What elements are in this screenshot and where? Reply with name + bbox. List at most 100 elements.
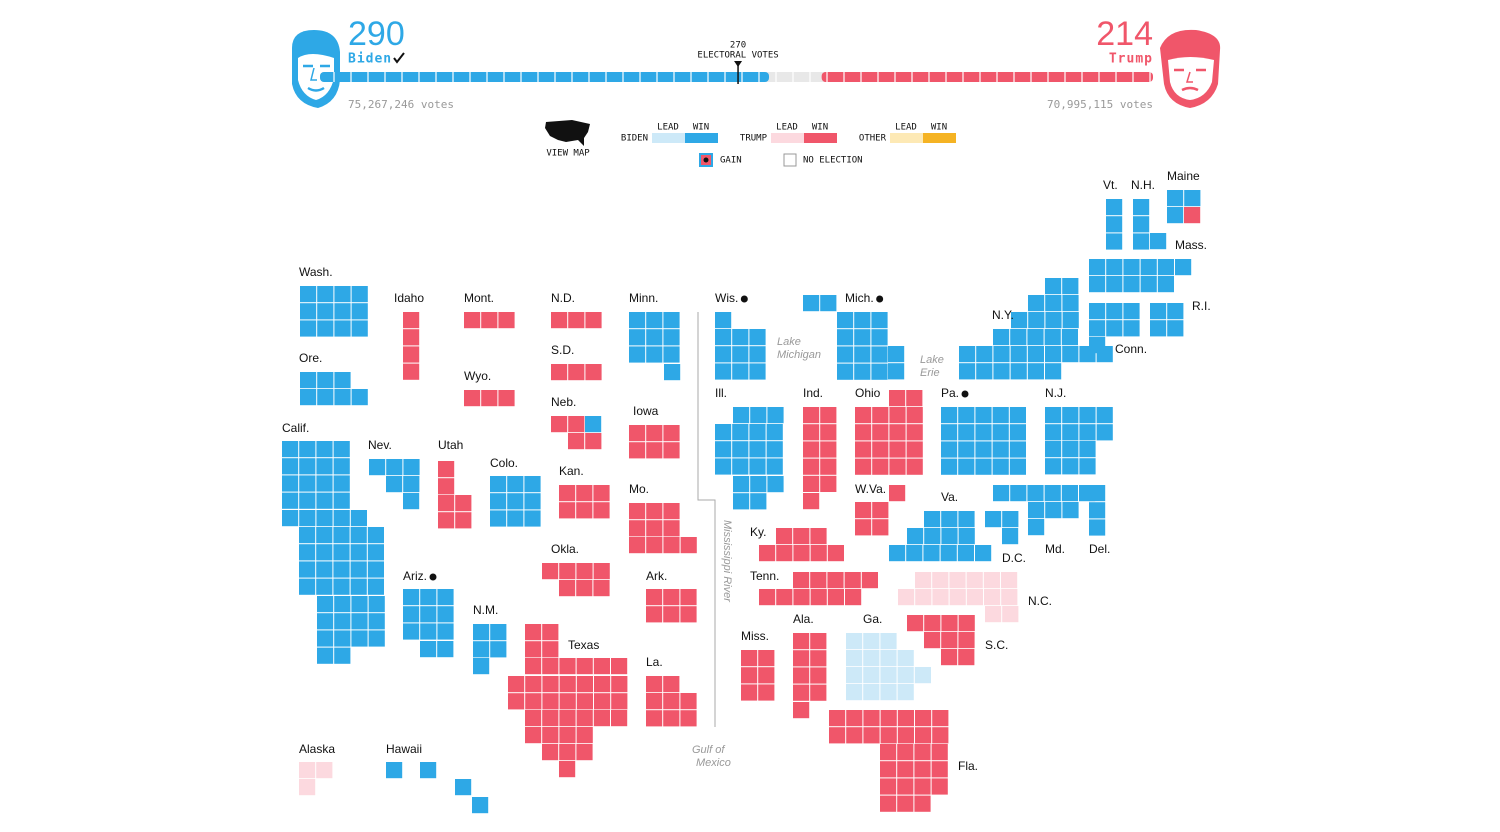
state[interactable]: Ind. (803, 386, 837, 510)
state[interactable]: W.Va. (855, 482, 906, 536)
state[interactable]: La. (646, 655, 697, 727)
vote-tile (1028, 502, 1045, 519)
vote-tile (732, 329, 749, 346)
state[interactable]: N.H. (1131, 178, 1167, 250)
state[interactable]: Kan. (559, 464, 610, 519)
vote-tile (576, 502, 593, 519)
vote-tile (1027, 346, 1044, 363)
state[interactable]: Minn. (629, 291, 681, 381)
state[interactable]: Ariz. (403, 569, 454, 658)
vote-tile (880, 667, 897, 684)
threshold-value: 270 (730, 41, 746, 51)
state[interactable]: Ala. (793, 612, 827, 719)
state[interactable]: Alaska (299, 742, 335, 796)
state[interactable]: Wash. (299, 265, 368, 337)
state[interactable]: N.J. (1045, 386, 1113, 475)
vote-tile (861, 572, 878, 589)
vote-tile (993, 363, 1010, 380)
vote-tile (333, 492, 350, 509)
state[interactable]: Miss. (741, 629, 775, 701)
vote-tile (300, 286, 317, 303)
vote-tile (524, 476, 541, 493)
state[interactable]: R.I. (1150, 299, 1211, 337)
vote-tile (333, 544, 350, 561)
vote-tile (1011, 312, 1028, 329)
state-label: Utah (438, 438, 463, 452)
state[interactable]: Iowa (629, 404, 680, 459)
vote-tile (741, 684, 758, 701)
state[interactable]: Calif. (282, 421, 385, 664)
state[interactable]: N.M. (473, 603, 507, 675)
state[interactable]: Neb. (551, 395, 602, 450)
vote-tile (741, 650, 758, 667)
state[interactable]: N.Y. (959, 278, 1113, 380)
vote-tile (803, 475, 820, 492)
state[interactable]: Hawaii (386, 742, 489, 814)
state[interactable]: Idaho (394, 291, 424, 380)
vote-tile (299, 510, 316, 527)
vote-tile (403, 346, 420, 363)
state[interactable]: Va. (889, 490, 992, 562)
state-label: Vt. (1103, 178, 1118, 192)
vote-tile (680, 606, 697, 623)
state[interactable]: Conn. (1089, 303, 1147, 356)
state[interactable]: Ark. (646, 569, 697, 623)
state[interactable]: Mo. (629, 482, 697, 554)
vote-tile (924, 511, 941, 528)
state[interactable]: Colo. (490, 456, 541, 527)
state[interactable]: N.C. (898, 572, 1052, 623)
vote-tile (299, 527, 316, 544)
vote-tile (837, 312, 854, 329)
vote-tile (1045, 441, 1062, 458)
state[interactable]: Maine (1167, 169, 1201, 224)
vote-tile (299, 578, 316, 595)
vote-tile (1062, 407, 1079, 424)
state[interactable]: Mich. (803, 291, 905, 380)
state-label: La. (646, 655, 663, 669)
map-annotation: Michigan (777, 349, 821, 361)
state[interactable]: Wis. (715, 291, 766, 380)
vote-tile (525, 624, 542, 641)
vote-tile (333, 561, 350, 578)
state[interactable]: Del. (1089, 485, 1110, 556)
bar-segment (821, 72, 1153, 82)
state[interactable]: S.C. (907, 615, 1008, 666)
vote-tile (403, 589, 420, 606)
vote-tile (317, 630, 334, 647)
vote-tile (845, 589, 862, 606)
state[interactable]: S.D. (551, 343, 602, 381)
state[interactable]: Pa. (941, 386, 1026, 475)
vote-tile (1062, 346, 1079, 363)
state[interactable]: Vt. (1103, 178, 1123, 250)
map-annotation: Lake (920, 354, 944, 366)
state[interactable]: Mont. (464, 291, 515, 329)
vote-tile (1123, 259, 1140, 276)
vote-tile (542, 676, 559, 693)
state[interactable]: Ill. (715, 386, 784, 510)
vote-tile (629, 442, 646, 459)
vote-tile (316, 441, 333, 458)
state[interactable]: Ky. (750, 525, 844, 562)
vote-tile (350, 510, 367, 527)
vote-tile (993, 485, 1010, 502)
state[interactable]: Ohio (855, 386, 923, 475)
state[interactable]: Okla. (542, 542, 610, 597)
vote-tile (585, 416, 602, 433)
state[interactable]: Ga. (846, 612, 931, 701)
vote-tile (897, 710, 914, 727)
vote-tile (810, 684, 827, 701)
state[interactable]: N.D. (551, 291, 602, 329)
state[interactable]: Wyo. (464, 369, 515, 407)
state[interactable]: Mass. (1089, 238, 1207, 293)
state[interactable]: Fla. (829, 710, 978, 812)
state[interactable]: Tenn. (750, 569, 878, 606)
state[interactable]: D.C. (985, 511, 1026, 565)
vote-tile (524, 493, 541, 510)
state[interactable]: Texas (508, 624, 628, 778)
state[interactable]: Nev. (368, 438, 420, 510)
state[interactable]: Utah (438, 438, 472, 529)
vote-tile (367, 544, 384, 561)
state[interactable]: Ore. (299, 351, 368, 406)
view-map-icon[interactable] (545, 120, 590, 146)
vote-tile (576, 710, 593, 727)
